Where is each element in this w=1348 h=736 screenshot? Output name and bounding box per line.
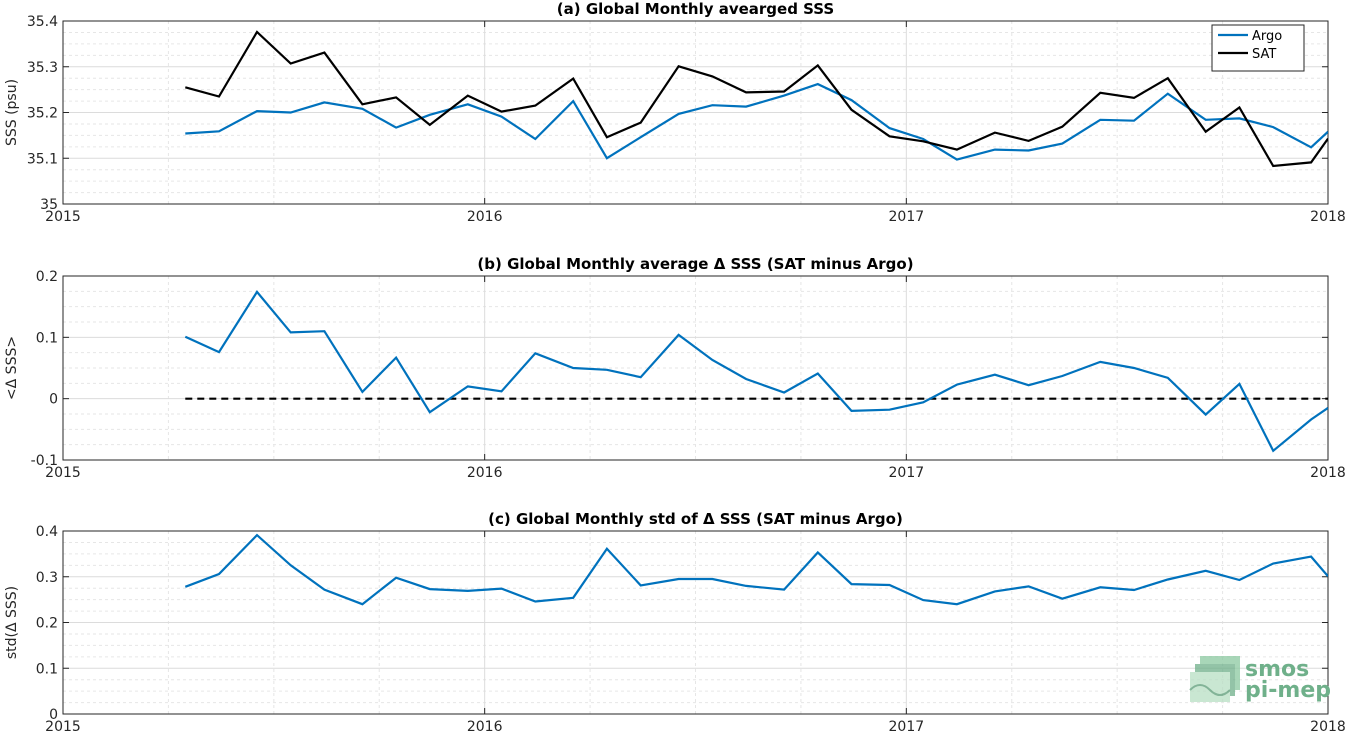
x-tick-label: 2015 bbox=[45, 465, 81, 481]
y-tick-label: 35.3 bbox=[27, 60, 58, 76]
series-line-delta-sss bbox=[184, 533, 1328, 606]
series-line-argo bbox=[185, 82, 1328, 161]
y-tick-label: 35.2 bbox=[27, 106, 58, 122]
logo-text-line1: smos bbox=[1245, 657, 1309, 682]
x-tick-label: 2015 bbox=[45, 209, 81, 225]
y-tick-label: 0.2 bbox=[36, 616, 58, 632]
x-tick-label: 2016 bbox=[467, 465, 503, 481]
y-axis-label: SSS (psu) bbox=[4, 79, 20, 146]
legend: Argo SAT bbox=[1211, 24, 1305, 72]
series-line-sat bbox=[185, 30, 1328, 168]
y-axis-label: std(Δ SSS) bbox=[4, 586, 20, 659]
y-tick-label: 0.2 bbox=[36, 269, 58, 285]
y-tick-label: 0.4 bbox=[36, 524, 58, 540]
y-tick-label: 35 bbox=[40, 197, 58, 213]
y-tick-label: 0.1 bbox=[36, 661, 58, 677]
chart-title: (b) Global Monthly average Δ SSS (SAT mi… bbox=[477, 255, 913, 273]
x-tick-label: 2017 bbox=[889, 465, 925, 481]
series-line-delta-sss bbox=[184, 290, 1328, 453]
y-tick-label: 0.1 bbox=[36, 330, 58, 346]
x-tick-label: 2016 bbox=[467, 719, 503, 735]
legend-box bbox=[1211, 24, 1305, 72]
legend-label-argo: Argo bbox=[1252, 29, 1282, 44]
y-tick-label: 0 bbox=[49, 707, 58, 723]
y-tick-label: 35.1 bbox=[27, 151, 58, 167]
y-tick-label: 35.4 bbox=[27, 14, 58, 30]
panel-b: 2015 2016 2017 2018 -0.1 0 0.1 0.2 (b) Global Mo… bbox=[4, 255, 1346, 481]
chart-title: (a) Global Monthly avearged SSS bbox=[557, 0, 834, 18]
x-tick-label: 2018 bbox=[1310, 209, 1346, 225]
chart-title: (c) Global Monthly std of Δ SSS (SAT min… bbox=[488, 510, 903, 528]
x-tick-label: 2017 bbox=[889, 719, 925, 735]
x-tick-label: 2015 bbox=[45, 719, 81, 735]
panel-c: 2015 2016 2017 2018 0 0.1 0.2 0.3 0.4 (c) Global … bbox=[4, 510, 1346, 735]
y-axis-label: <Δ SSS> bbox=[4, 336, 20, 400]
y-tick-label: 0 bbox=[49, 392, 58, 408]
legend-label-sat: SAT bbox=[1252, 47, 1276, 62]
y-tick-label: 0.3 bbox=[36, 570, 58, 586]
x-tick-label: 2017 bbox=[889, 209, 925, 225]
logo: smos pi-mep bbox=[1189, 656, 1331, 703]
logo-emblem bbox=[1189, 656, 1240, 702]
axes-box bbox=[62, 275, 1329, 461]
y-tick-label: -0.1 bbox=[31, 453, 58, 469]
logo-text-line2: pi-mep bbox=[1245, 678, 1331, 703]
x-tick-label: 2018 bbox=[1310, 465, 1346, 481]
x-tick-label: 2016 bbox=[467, 209, 503, 225]
x-tick-label: 2018 bbox=[1310, 719, 1346, 735]
panel-a: 2015 2016 2017 2018 35 35.1 35.2 35.3 35.4 (a) Gl… bbox=[4, 0, 1346, 225]
